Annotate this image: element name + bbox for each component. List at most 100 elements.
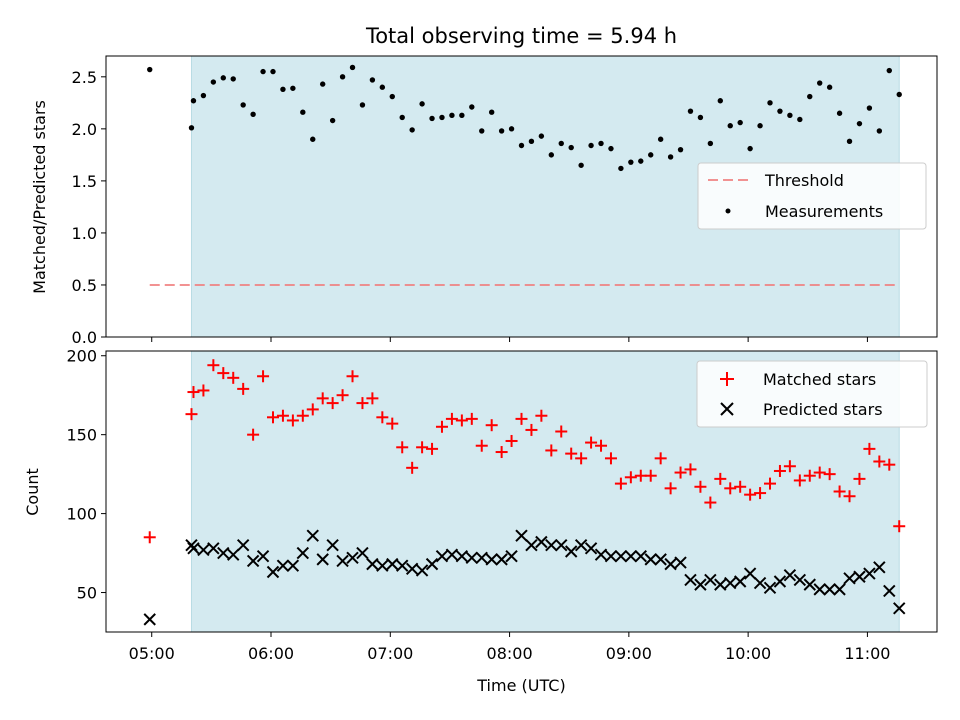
measurement-point bbox=[260, 68, 266, 75]
measurement-point bbox=[200, 92, 207, 99]
predicted-star-marker bbox=[893, 602, 906, 615]
predicted-star-marker bbox=[495, 553, 508, 566]
measurement-point bbox=[240, 102, 246, 108]
matched-star-marker bbox=[734, 480, 747, 493]
predicted-star-marker bbox=[614, 550, 628, 563]
matched-star-marker bbox=[823, 468, 836, 481]
predicted-star-marker bbox=[813, 583, 826, 596]
matched-star-marker bbox=[185, 408, 198, 421]
predicted-star-marker bbox=[733, 575, 747, 588]
bottom-plot-frame bbox=[105, 350, 938, 633]
predicted-star-marker bbox=[415, 564, 429, 577]
matched-star-marker bbox=[237, 382, 250, 395]
measurement-point bbox=[389, 93, 395, 100]
predicted-star-marker bbox=[584, 542, 598, 555]
bottom-y-tick-label: 150 bbox=[66, 426, 97, 445]
predicted-star-marker bbox=[624, 550, 638, 563]
predicted-star-marker bbox=[376, 559, 389, 572]
predicted-star-marker bbox=[296, 546, 310, 560]
predicted-star-marker bbox=[654, 553, 667, 566]
predicted-star-marker bbox=[545, 538, 558, 552]
predicted-star-marker bbox=[396, 559, 409, 572]
matched-star-marker bbox=[674, 466, 687, 479]
predicted-star-marker bbox=[793, 573, 807, 587]
matched-star-marker bbox=[724, 482, 737, 495]
predicted-star-marker bbox=[714, 578, 727, 591]
predicted-star-marker bbox=[574, 538, 588, 552]
measurement-point bbox=[548, 152, 555, 158]
top-y-tick-label: 0.5 bbox=[72, 276, 97, 295]
measurement-point bbox=[329, 117, 336, 124]
measurement-point bbox=[598, 140, 604, 147]
predicted-star-marker bbox=[833, 583, 846, 596]
measurement-point bbox=[449, 112, 455, 119]
measurement-point bbox=[717, 98, 724, 104]
measurement-point bbox=[429, 115, 435, 122]
matched-star-marker bbox=[793, 474, 806, 487]
measurement-point bbox=[568, 144, 574, 151]
predicted-star-marker bbox=[276, 559, 290, 572]
matched-star-marker bbox=[575, 452, 588, 465]
measurement-point bbox=[280, 86, 286, 93]
bottom-x-ticks: 05:00 06:00 07:00 08:00 09:00 10:00 11:00 bbox=[129, 632, 890, 663]
x-tick-label: 07:00 bbox=[367, 644, 413, 663]
measurement-point bbox=[757, 123, 763, 129]
measurement-point bbox=[886, 67, 892, 74]
predicted-star-marker bbox=[594, 548, 608, 561]
measurement-point bbox=[379, 84, 386, 90]
matched-star-marker bbox=[893, 520, 906, 533]
matched-star-marker bbox=[764, 477, 777, 490]
predicted-star-marker bbox=[803, 578, 816, 591]
measurement-point bbox=[369, 77, 376, 83]
legend-predicted-marker bbox=[720, 402, 734, 416]
matched-star-marker bbox=[843, 490, 856, 503]
predicted-star-marker bbox=[724, 576, 737, 590]
measurement-point bbox=[469, 104, 475, 110]
predicted-star-marker bbox=[644, 553, 657, 566]
top-y-tick-label: 0.0 bbox=[72, 328, 97, 347]
matched-star-marker bbox=[485, 419, 498, 432]
measurement-point bbox=[856, 120, 863, 127]
x-tick-label: 11:00 bbox=[844, 644, 890, 663]
bottom-panel: 50 100 150 200 05:00 06:00 07:00 08:00 09:00 10:… bbox=[23, 347, 938, 695]
matched-star-marker bbox=[316, 392, 329, 405]
predicted-star-marker bbox=[386, 557, 399, 571]
legend-predicted-label: Predicted stars bbox=[763, 400, 883, 419]
measurement-point bbox=[399, 114, 405, 121]
measurement-point bbox=[300, 109, 306, 115]
matched-star-marker bbox=[276, 409, 289, 422]
predicted-star-marker bbox=[843, 572, 856, 585]
top-y-tick-label: 2.5 bbox=[72, 68, 97, 87]
measurement-point bbox=[339, 74, 346, 80]
measurement-point bbox=[359, 102, 366, 108]
matched-star-marker bbox=[555, 425, 568, 438]
measurement-point bbox=[618, 165, 624, 172]
matched-star-marker bbox=[366, 392, 379, 405]
measurement-point bbox=[687, 108, 694, 114]
measurement-point bbox=[727, 123, 733, 129]
measurement-point bbox=[747, 145, 753, 152]
matched-star-marker bbox=[346, 370, 359, 383]
matched-star-marker bbox=[187, 386, 200, 399]
matched-star-marker bbox=[356, 397, 369, 410]
predicted-star-marker bbox=[525, 538, 538, 552]
matched-star-marker bbox=[406, 461, 419, 474]
measurement-point bbox=[188, 125, 195, 131]
chart-title: Total observing time = 5.94 h bbox=[365, 24, 677, 48]
measurement-point bbox=[319, 81, 326, 87]
matched-stars-series bbox=[143, 359, 906, 544]
measurement-point bbox=[349, 64, 356, 71]
matched-star-marker bbox=[286, 414, 299, 427]
measurement-point bbox=[419, 101, 425, 107]
measurement-point bbox=[210, 79, 217, 85]
measurement-point bbox=[896, 91, 902, 98]
measurement-point bbox=[250, 111, 256, 117]
matched-star-marker bbox=[386, 417, 399, 430]
predicted-star-marker bbox=[634, 550, 647, 563]
top-y-tick-label: 1.0 bbox=[72, 224, 97, 243]
legend-matched-marker bbox=[720, 372, 734, 386]
measurement-point bbox=[817, 80, 823, 86]
measurement-point bbox=[270, 68, 276, 75]
measurement-point bbox=[628, 159, 634, 165]
matched-star-marker bbox=[435, 420, 448, 433]
